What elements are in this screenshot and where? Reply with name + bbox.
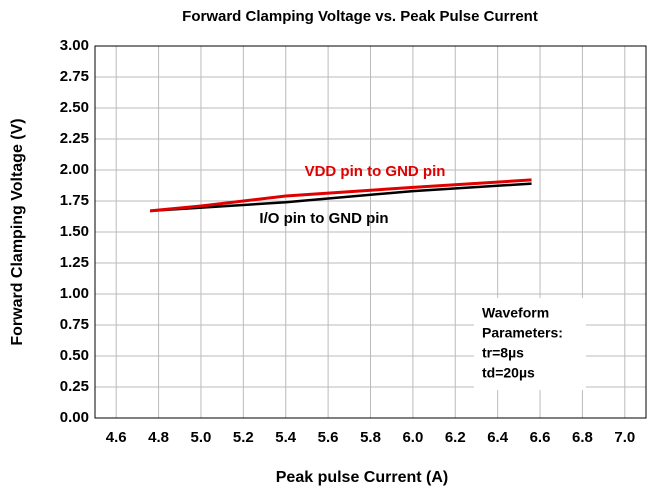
y-tick-label: 0.50 xyxy=(60,347,89,364)
x-tick-label: 5.0 xyxy=(191,429,212,446)
chart-title: Forward Clamping Voltage vs. Peak Pulse … xyxy=(182,8,538,25)
y-tick-label: 2.75 xyxy=(60,68,89,85)
y-tick-label: 1.00 xyxy=(60,285,89,302)
x-tick-label: 7.0 xyxy=(614,429,635,446)
y-tick-label: 2.00 xyxy=(60,161,89,178)
y-tick-label: 0.75 xyxy=(60,316,89,333)
y-tick-label: 2.25 xyxy=(60,130,89,147)
y-tick-label: 0.25 xyxy=(60,378,89,395)
annotation: tr=8µs xyxy=(482,345,524,361)
x-tick-label: 5.2 xyxy=(233,429,254,446)
y-tick-label: 3.00 xyxy=(60,37,89,54)
y-tick-label: 1.25 xyxy=(60,254,89,271)
series-line xyxy=(150,182,532,213)
annotation-box xyxy=(474,298,586,390)
series-line xyxy=(149,178,532,213)
x-tick-label: 5.4 xyxy=(275,429,297,446)
y-tick-label: 1.50 xyxy=(60,223,89,240)
annotation: Waveform xyxy=(482,305,549,321)
x-tick-label: 5.8 xyxy=(360,429,381,446)
x-tick-label: 6.2 xyxy=(445,429,466,446)
y-axis-label: Forward Clamping Voltage (V) xyxy=(9,118,26,345)
x-tick-label: 4.6 xyxy=(106,429,127,446)
x-tick-label: 5.6 xyxy=(318,429,339,446)
plot-border xyxy=(94,45,647,419)
series-label: VDD pin to GND pin xyxy=(305,163,446,180)
x-tick-label: 6.4 xyxy=(487,429,509,446)
x-tick-label: 6.8 xyxy=(572,429,593,446)
y-tick-label: 2.50 xyxy=(60,99,89,116)
series-label: I/O pin to GND pin xyxy=(259,210,388,227)
annotation: td=20µs xyxy=(482,365,535,381)
x-axis-label: Peak pulse Current (A) xyxy=(276,469,448,486)
y-tick-label: 1.75 xyxy=(60,192,89,209)
x-tick-label: 6.0 xyxy=(402,429,423,446)
y-tick-label: 0.00 xyxy=(60,409,89,426)
x-tick-label: 6.6 xyxy=(530,429,551,446)
annotation: Parameters: xyxy=(482,325,563,341)
x-tick-label: 4.8 xyxy=(148,429,169,446)
